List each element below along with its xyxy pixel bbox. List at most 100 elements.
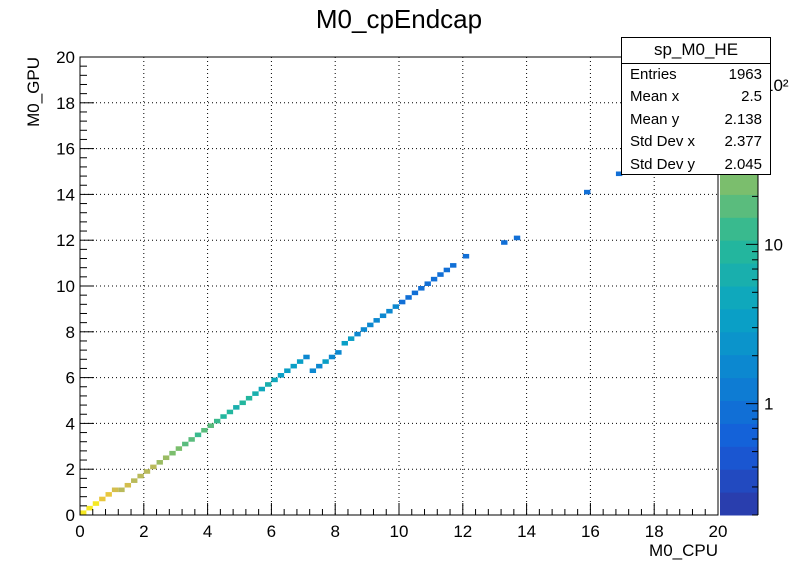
heatmap-cell xyxy=(284,368,291,374)
y-tick-label: 16 xyxy=(56,140,75,159)
stats-box: sp_M0_HE Entries 1963 Mean x 2.5 Mean y … xyxy=(621,37,771,175)
stats-label: Std Dev y xyxy=(630,155,696,173)
heatmap-cell xyxy=(233,405,240,410)
palette-band xyxy=(720,469,758,493)
x-axis: 0 2 4 6 8 10 12 14 16 18 20 xyxy=(75,503,727,541)
heatmap-cell xyxy=(131,478,138,483)
heatmap-cell xyxy=(309,368,317,374)
heatmap-cell xyxy=(86,505,93,511)
palette-band xyxy=(720,331,758,356)
heatmap-cell xyxy=(118,487,125,493)
heatmap-cell xyxy=(175,446,183,451)
heatmap-cell xyxy=(188,437,195,442)
heatmap-cell xyxy=(379,313,387,319)
x-axis-label: M0_CPU xyxy=(649,541,718,560)
heatmap-cell xyxy=(367,322,374,328)
palette-band xyxy=(720,446,758,470)
palette-band xyxy=(720,377,758,401)
x-tick-label: 18 xyxy=(645,522,664,541)
heatmap-cell xyxy=(341,340,348,346)
heatmap-cell xyxy=(80,510,87,515)
palette-band xyxy=(720,171,758,195)
heatmap-cell xyxy=(501,240,508,245)
y-tick-label: 2 xyxy=(66,460,75,479)
heatmap-cell xyxy=(194,432,202,438)
y-tick-label: 20 xyxy=(56,48,75,67)
heatmap-cell xyxy=(169,450,176,456)
y-tick-label: 8 xyxy=(66,323,75,342)
heatmap-cell xyxy=(462,253,470,259)
stats-value: 2.138 xyxy=(724,110,762,128)
x-tick-label: 10 xyxy=(390,522,409,541)
y-tick-label: 4 xyxy=(66,414,75,433)
y-tick-label: 14 xyxy=(56,185,75,204)
heatmap-cell xyxy=(450,263,457,268)
heatmap-cell xyxy=(399,299,406,305)
heatmap-cell xyxy=(182,441,189,447)
stats-value: 2.5 xyxy=(741,88,762,106)
heatmap-cell xyxy=(418,286,425,291)
heatmap-cell xyxy=(290,363,297,369)
stats-row-mean-y: Mean y 2.138 xyxy=(622,109,770,131)
heatmap-cell xyxy=(386,308,393,314)
heatmap-cell xyxy=(437,272,444,277)
heatmap-cell xyxy=(150,464,157,470)
palette-band xyxy=(720,217,758,241)
heatmap-cell xyxy=(443,267,451,273)
palette-band xyxy=(720,286,758,310)
x-tick-label: 16 xyxy=(581,522,600,541)
y-tick-label: 0 xyxy=(66,506,75,525)
heatmap-cell xyxy=(226,409,234,415)
heatmap-cell xyxy=(584,189,591,195)
palette-band xyxy=(720,492,758,516)
palette-band xyxy=(720,423,758,447)
x-tick-label: 2 xyxy=(139,522,148,541)
heatmap-cell xyxy=(99,496,106,502)
heatmap-cell xyxy=(137,473,144,479)
x-tick-label: 8 xyxy=(330,522,339,541)
heatmap-cell xyxy=(271,377,278,383)
palette-tick-label: 10 xyxy=(764,235,783,254)
heatmap-cell xyxy=(316,363,323,369)
x-tick-label: 14 xyxy=(517,522,536,541)
y-axis-label: M0_GPU xyxy=(24,57,43,127)
heatmap-cell xyxy=(354,331,361,337)
stats-value: 1963 xyxy=(728,66,762,83)
heatmap-cell xyxy=(405,295,412,300)
heatmap-cells xyxy=(80,171,623,515)
heatmap-cell xyxy=(430,276,438,282)
x-tick-label: 6 xyxy=(267,522,276,541)
heatmap-cell xyxy=(615,171,623,177)
heatmap-cell xyxy=(258,386,266,392)
heatmap-cell xyxy=(213,418,221,424)
heatmap-cell xyxy=(156,460,163,465)
y-axis: 0 2 4 6 8 10 12 14 16 18 20 xyxy=(56,48,94,525)
stats-row-std-dev-x: Std Dev x 2.377 xyxy=(622,131,770,153)
stats-label: Mean y xyxy=(630,110,680,128)
heatmap-cell xyxy=(513,235,521,241)
heatmap-cell xyxy=(373,318,380,323)
heatmap-cell xyxy=(143,469,151,474)
palette-band xyxy=(720,194,758,218)
y-tick-label: 10 xyxy=(56,277,75,296)
x-tick-label: 20 xyxy=(709,522,728,541)
stats-title: sp_M0_HE xyxy=(622,38,770,64)
heatmap-cell xyxy=(328,354,336,360)
heatmap-cell xyxy=(277,373,285,378)
stats-label: Std Dev x xyxy=(630,133,696,151)
stats-label: Entries xyxy=(630,66,677,83)
heatmap-cell xyxy=(207,423,214,428)
palette-band xyxy=(720,308,758,333)
y-tick-label: 6 xyxy=(66,369,75,388)
heatmap-cell xyxy=(303,354,310,360)
palette-tick-label: 1 xyxy=(764,395,773,414)
heatmap-cell xyxy=(201,427,208,433)
x-tick-label: 4 xyxy=(203,522,212,541)
heatmap-cell xyxy=(105,492,112,497)
heatmap-cell xyxy=(124,482,132,488)
heatmap-cell xyxy=(360,327,368,332)
stats-label: Mean x xyxy=(630,88,680,106)
heatmap-cell xyxy=(265,382,272,387)
heatmap-cell xyxy=(392,304,399,309)
